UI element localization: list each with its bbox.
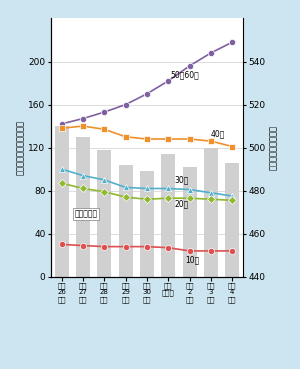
Bar <box>55 126 69 277</box>
Bar <box>119 165 133 277</box>
Text: 40代: 40代 <box>211 129 225 138</box>
Bar <box>183 167 196 277</box>
Bar <box>225 163 239 277</box>
Bar <box>98 150 111 277</box>
Text: 10代: 10代 <box>185 255 200 264</box>
Text: 総献血者数: 総献血者数 <box>74 210 98 219</box>
Text: 20代: 20代 <box>175 199 189 208</box>
Bar <box>161 154 175 277</box>
Y-axis label: 総献血者数（万人）: 総献血者数（万人） <box>268 125 278 170</box>
Y-axis label: 年代別献血者数（万人）: 年代別献血者数（万人） <box>16 120 26 175</box>
Text: 30代: 30代 <box>175 175 189 184</box>
Text: 50～60代: 50～60代 <box>170 70 199 79</box>
Bar <box>76 137 90 277</box>
Bar <box>204 148 218 277</box>
Bar <box>140 171 154 277</box>
